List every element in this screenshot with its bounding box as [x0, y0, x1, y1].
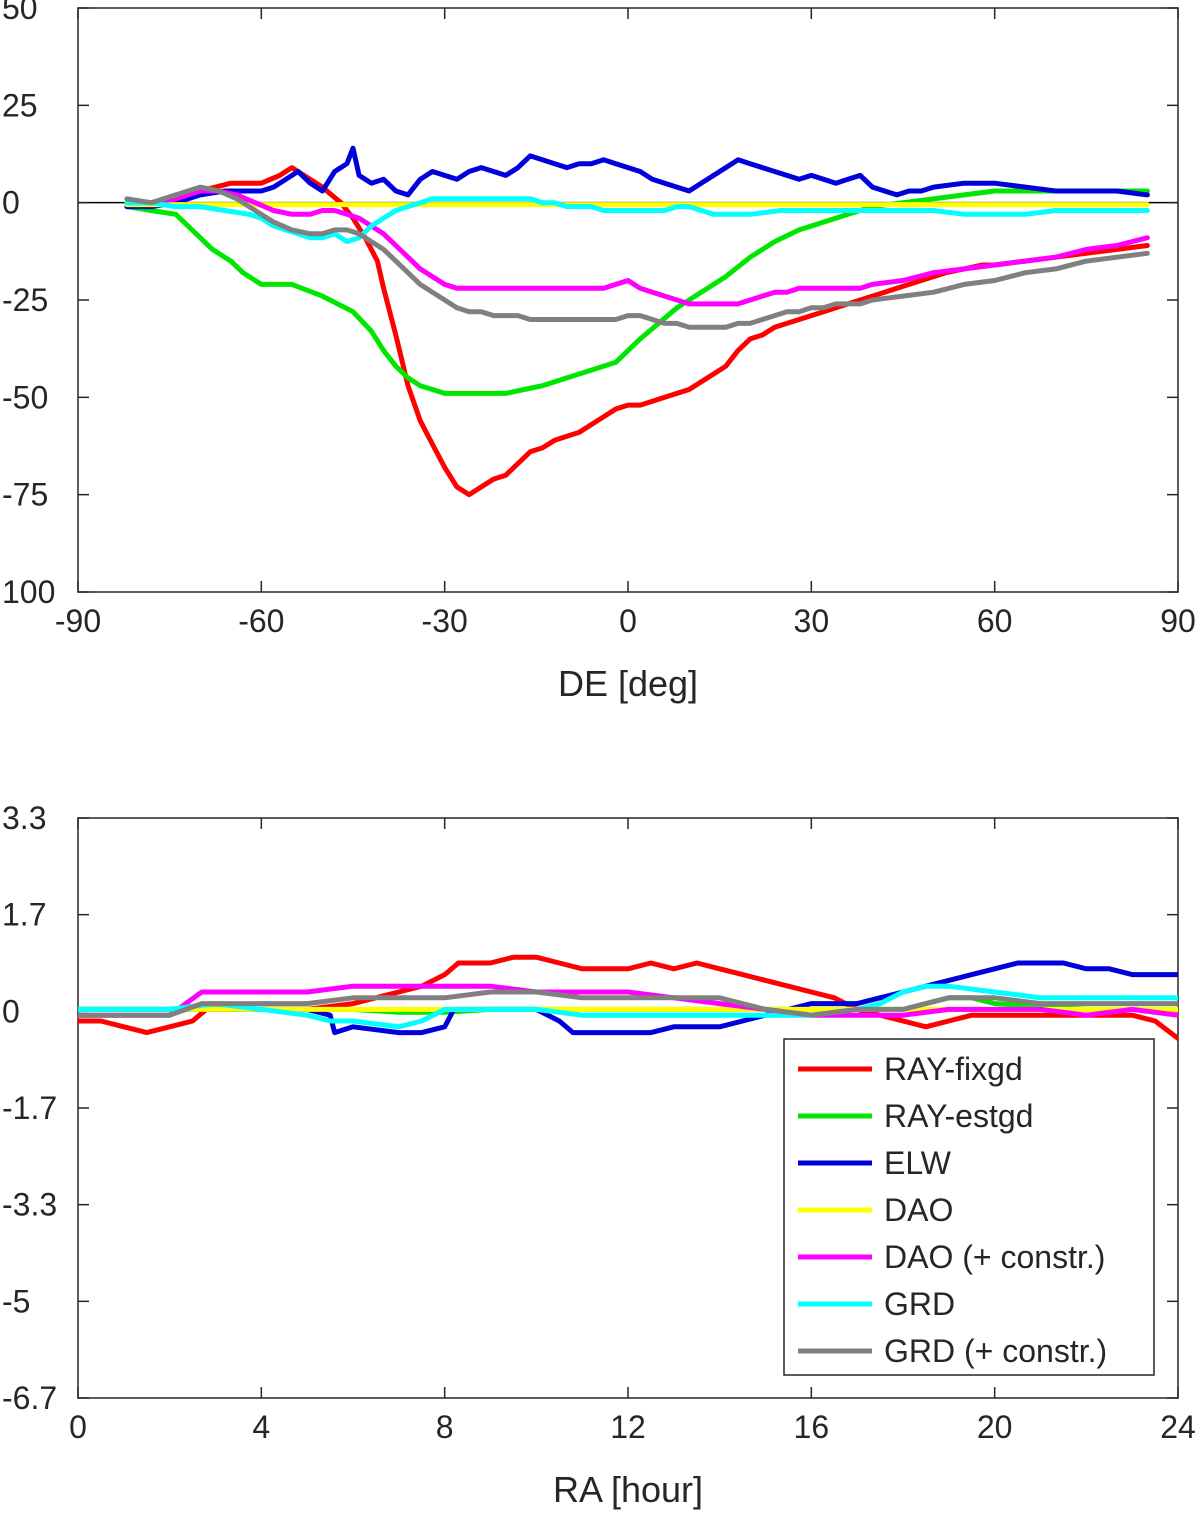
series-line-grd-constr	[78, 989, 1178, 1018]
x-tick-label: 30	[794, 603, 830, 639]
y-tick-label: 25	[2, 87, 38, 123]
y-tick-label: 3.3	[2, 800, 46, 836]
x-tick-label: 0	[69, 1409, 87, 1445]
y-tick-label: -6.7	[2, 1380, 57, 1416]
x-tick-label: 4	[252, 1409, 270, 1445]
x-tick-label: 60	[977, 603, 1013, 639]
y-tick-label: -3.3	[2, 1187, 57, 1223]
series-group-de	[124, 145, 1150, 498]
series-group-ra	[78, 954, 1178, 1041]
x-tick-label: 24	[1160, 1409, 1196, 1445]
legend-label-grd-constr: GRD (+ constr.)	[884, 1333, 1107, 1369]
legend-label-elw: ELW	[884, 1145, 952, 1181]
chart-de: -90 -60 -30 0 30 60 90 50 25 0 -25 -50 -75 100 DE [deg…	[2, 0, 1196, 704]
legend: RAY-fixgd RAY-estgd ELW DAO DAO (+ constr.) G…	[783, 1038, 1155, 1376]
legend-label-dao-constr: DAO (+ constr.)	[884, 1239, 1105, 1275]
legend-label-ray-fixgd: RAY-fixgd	[884, 1051, 1023, 1087]
chart-ra: 0 4 8 12 16 20 24 3.3 1.7 0 -1.7 -3.3 -5 -6.7 RA [hour…	[2, 800, 1196, 1510]
x-tick-label: -90	[55, 603, 101, 639]
series-line-grd-constr	[124, 184, 1150, 330]
y-tick-label: 1.7	[2, 897, 46, 933]
legend-label-grd: GRD	[884, 1286, 955, 1322]
y-tick-label: -75	[2, 477, 48, 513]
legend-box	[783, 1038, 1155, 1376]
x-tick-label: 0	[619, 603, 637, 639]
series-line-grd	[124, 196, 1150, 245]
x-tick-label: -60	[238, 603, 284, 639]
y-tick-label: 50	[2, 0, 38, 26]
series-line-dao-constr	[124, 188, 1150, 307]
y-tick-label: -1.7	[2, 1090, 57, 1126]
legend-label-dao: DAO	[884, 1192, 953, 1228]
series-line-elw	[124, 145, 1150, 210]
y-tick-label: 0	[2, 993, 20, 1029]
y-tick-label: -25	[2, 282, 48, 318]
x-tick-label: -30	[422, 603, 468, 639]
legend-label-ray-estgd: RAY-estgd	[884, 1098, 1033, 1134]
x-tick-label: 16	[794, 1409, 830, 1445]
x-tick-label: 90	[1160, 603, 1196, 639]
y-tick-label: 0	[2, 185, 20, 221]
y-tick-label: -5	[2, 1283, 30, 1319]
x-tick-label: 12	[610, 1409, 646, 1445]
y-tick-label: 100	[2, 574, 55, 610]
series-line-elw	[78, 960, 1178, 1036]
x-tick-label: 20	[977, 1409, 1013, 1445]
x-tick-label: 8	[436, 1409, 454, 1445]
x-axis-label: DE [deg]	[558, 663, 698, 704]
series-line-grd	[78, 983, 1178, 1030]
x-axis-label: RA [hour]	[553, 1469, 703, 1510]
series-line-dao-constr	[78, 983, 1178, 1018]
y-tick-label: -50	[2, 379, 48, 415]
